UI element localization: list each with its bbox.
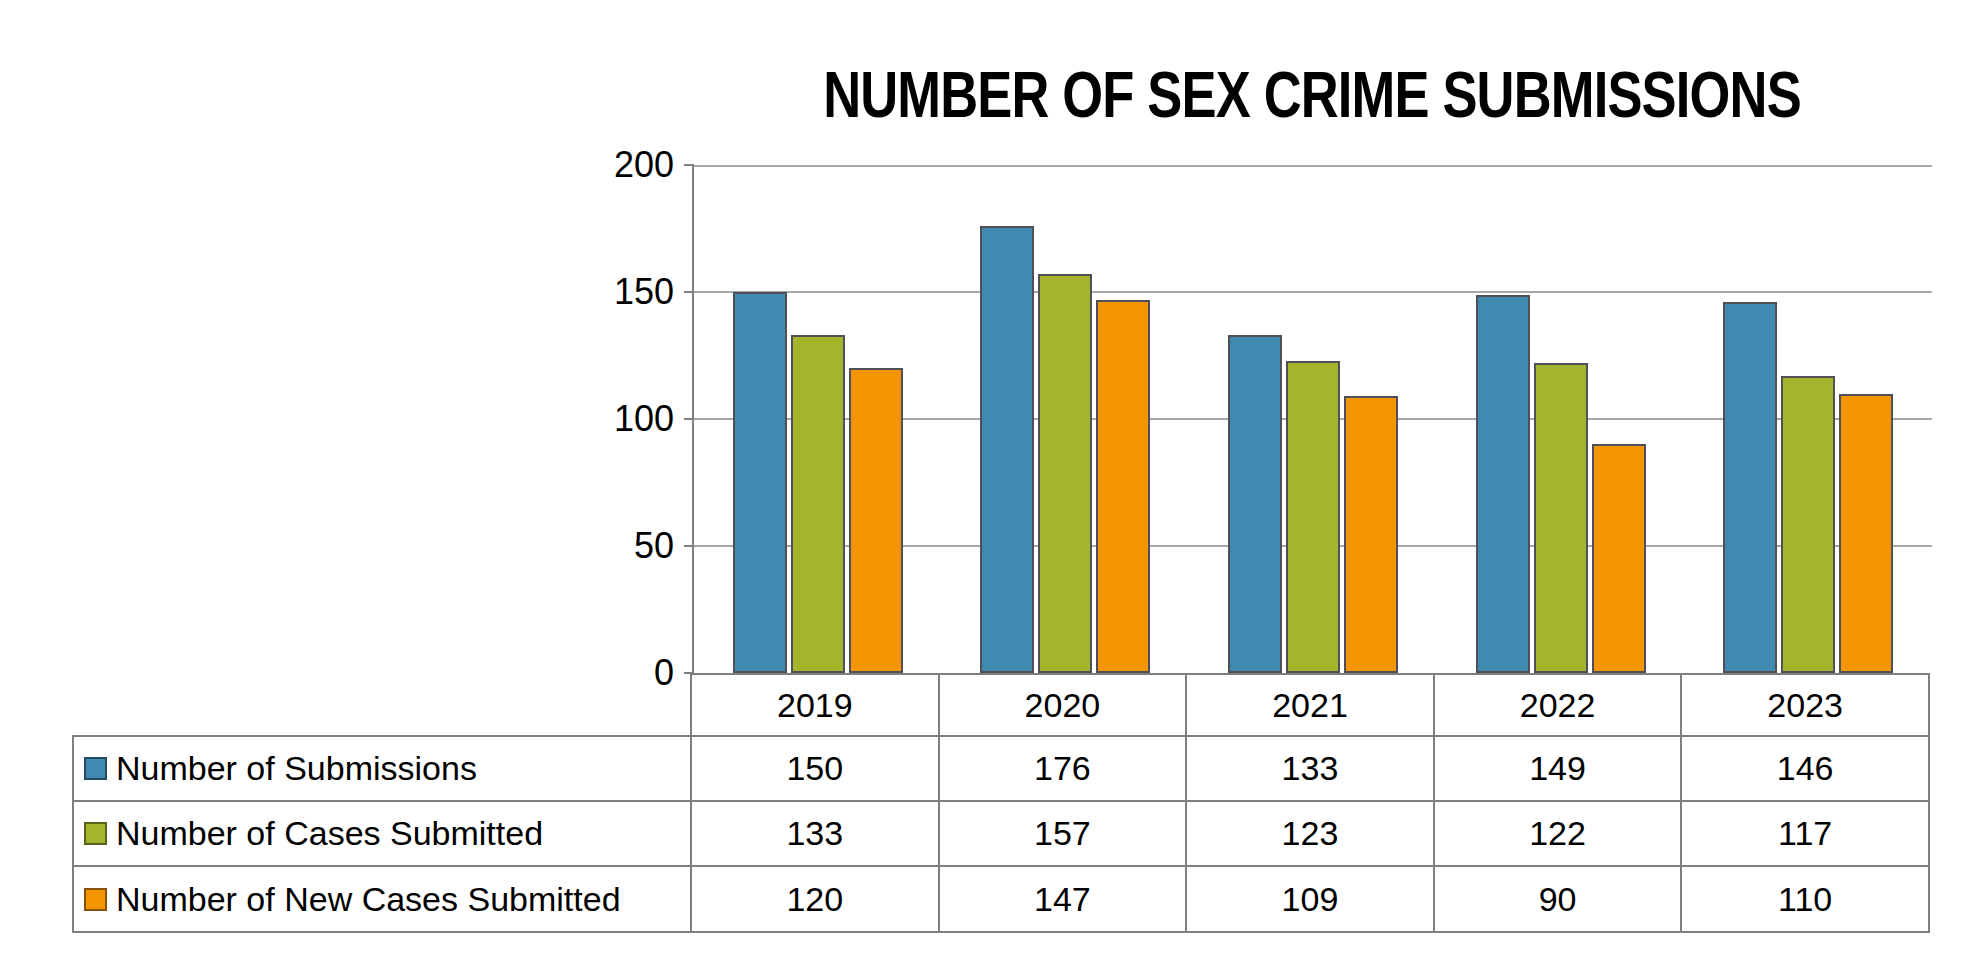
y-axis-tick-label: 50 — [534, 526, 674, 566]
legend-cell-number-of-cases-submitted: Number of Cases Submitted — [72, 802, 692, 867]
legend-label: Number of New Cases Submitted — [116, 880, 621, 919]
legend-label: Number of Cases Submitted — [116, 814, 543, 853]
bar-2023-number-of-new-cases-submitted — [1839, 394, 1893, 673]
value-cell-number-of-cases-submitted-2020: 157 — [940, 802, 1188, 867]
year-header-cell-2020: 2020 — [940, 673, 1188, 737]
value-cell-number-of-submissions-2021: 133 — [1187, 737, 1435, 802]
legend-label: Number of Submissions — [116, 749, 477, 788]
chart-canvas: NUMBER OF SEX CRIME SUBMISSIONS 05010015… — [0, 0, 1980, 957]
bar-2019-number-of-cases-submitted — [791, 335, 845, 673]
y-axis-tick — [684, 291, 694, 293]
legend-swatch-number-of-cases-submitted — [84, 822, 107, 845]
bar-2020-number-of-new-cases-submitted — [1096, 300, 1150, 673]
value-cell-number-of-submissions-2020: 176 — [940, 737, 1188, 802]
bar-2021-number-of-new-cases-submitted — [1344, 396, 1398, 673]
legend-cell-number-of-new-cases-submitted: Number of New Cases Submitted — [72, 867, 692, 933]
value-cell-number-of-new-cases-submitted-2020: 147 — [940, 867, 1188, 933]
bar-2023-number-of-submissions — [1723, 302, 1777, 673]
bar-group-2022 — [1437, 165, 1685, 673]
legend-swatch-number-of-submissions — [84, 757, 107, 780]
bar-group-2021 — [1189, 165, 1437, 673]
value-cell-number-of-submissions-2022: 149 — [1435, 737, 1683, 802]
y-axis-tick — [684, 545, 694, 547]
value-cell-number-of-new-cases-submitted-2022: 90 — [1435, 867, 1683, 933]
value-cell-number-of-new-cases-submitted-2023: 110 — [1682, 867, 1930, 933]
legend-cell-number-of-submissions: Number of Submissions — [72, 737, 692, 802]
value-cell-number-of-submissions-2019: 150 — [692, 737, 940, 802]
value-cell-number-of-cases-submitted-2023: 117 — [1682, 802, 1930, 867]
bar-2020-number-of-submissions — [980, 226, 1034, 673]
value-cell-number-of-submissions-2023: 146 — [1682, 737, 1930, 802]
bar-group-2023 — [1684, 165, 1932, 673]
bar-2020-number-of-cases-submitted — [1038, 274, 1092, 673]
data-table: 20192020202120222023 Number of Submission… — [72, 673, 1930, 933]
y-axis-tick — [684, 164, 694, 166]
year-header-cell-2023: 2023 — [1682, 673, 1930, 737]
year-header-cell-2019: 2019 — [692, 673, 940, 737]
y-axis-tick-label: 200 — [534, 145, 674, 185]
y-axis-tick — [684, 418, 694, 420]
value-cell-number-of-cases-submitted-2021: 123 — [1187, 802, 1435, 867]
bar-group-2020 — [942, 165, 1190, 673]
bar-2019-number-of-submissions — [733, 292, 787, 673]
bar-2021-number-of-cases-submitted — [1286, 361, 1340, 673]
value-cell-number-of-new-cases-submitted-2021: 109 — [1187, 867, 1435, 933]
table-corner-spacer — [72, 673, 692, 737]
plot-area: 050100150200 — [692, 165, 1932, 673]
y-axis-tick-label: 150 — [534, 272, 674, 312]
year-header-cell-2021: 2021 — [1187, 673, 1435, 737]
y-axis-tick-label: 100 — [534, 399, 674, 439]
bar-2019-number-of-new-cases-submitted — [849, 368, 903, 673]
bar-2023-number-of-cases-submitted — [1781, 376, 1835, 673]
bar-2022-number-of-new-cases-submitted — [1592, 444, 1646, 673]
legend-swatch-number-of-new-cases-submitted — [84, 888, 107, 911]
chart-title: NUMBER OF SEX CRIME SUBMISSIONS — [804, 58, 1821, 122]
value-cell-number-of-cases-submitted-2022: 122 — [1435, 802, 1683, 867]
bar-2022-number-of-cases-submitted — [1534, 363, 1588, 673]
bar-2021-number-of-submissions — [1228, 335, 1282, 673]
bar-group-2019 — [694, 165, 942, 673]
value-cell-number-of-cases-submitted-2019: 133 — [692, 802, 940, 867]
year-header-cell-2022: 2022 — [1435, 673, 1683, 737]
bar-2022-number-of-submissions — [1476, 295, 1530, 673]
value-cell-number-of-new-cases-submitted-2019: 120 — [692, 867, 940, 933]
